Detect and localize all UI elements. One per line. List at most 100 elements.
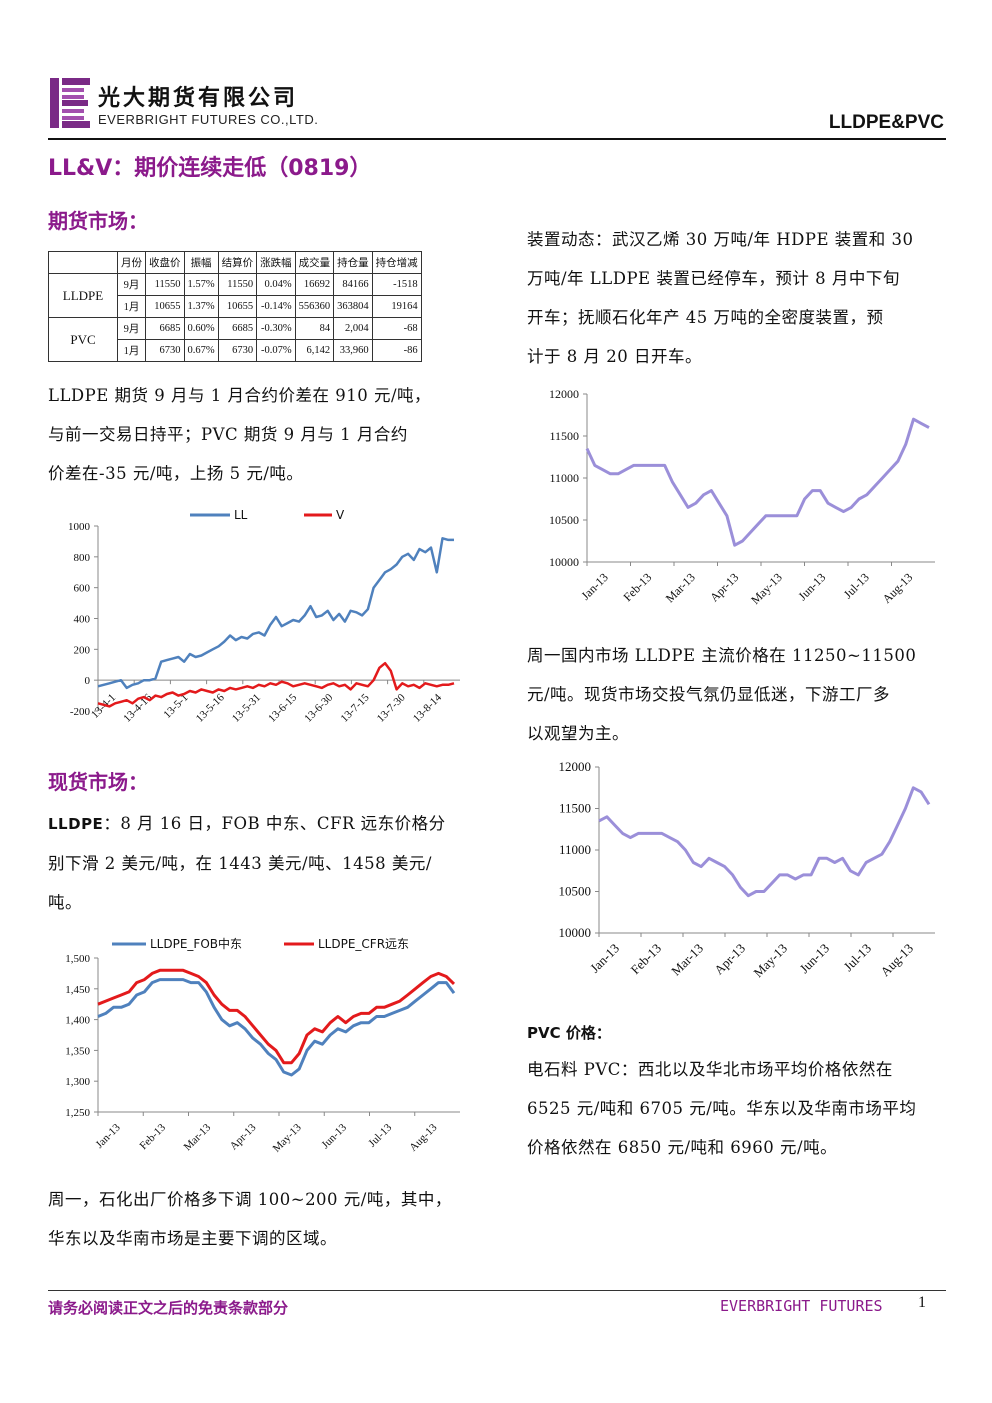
- legend-label: LLDPE_CFR远东: [318, 937, 409, 951]
- y-tick-label: 0: [85, 675, 91, 687]
- futures-table: 月份 收盘价 振幅 结算价 涨跌幅 成交量 持仓量 持仓增减 LLDPE 9月 11550 1.57%…: [48, 251, 422, 362]
- spread-line: 与前一交易日持平；PVC 期货 9 月与 1 月合约: [48, 425, 408, 444]
- y-tick-label: 1,300: [65, 1076, 90, 1088]
- x-tick-label: 13-7-30: [375, 691, 408, 724]
- table-cell: 6730: [217, 339, 258, 362]
- table-cell: -0.07%: [256, 339, 296, 362]
- y-tick-label: 800: [74, 552, 91, 564]
- x-tick-label: 13-5-16: [194, 691, 227, 724]
- pvc-line: 价格依然在 6850 元/吨和 6960 元/吨。: [527, 1138, 838, 1157]
- pvc-price-heading: PVC 价格：: [527, 1024, 611, 1042]
- pvc-line: 6525 元/吨和 6705 元/吨。华东以及华南市场平均: [527, 1099, 917, 1118]
- product-cell: PVC: [48, 317, 118, 362]
- header-divider: [48, 138, 946, 140]
- x-tick-label: Aug-13: [407, 1121, 440, 1154]
- x-tick-label: 13-6-30: [302, 691, 335, 724]
- table-cell: 9月: [117, 317, 146, 340]
- table-cell: 6730: [145, 339, 185, 362]
- x-tick-label: Aug-13: [877, 941, 916, 980]
- futures-heading: 期货市场：: [48, 209, 148, 233]
- table-row: LLDPE 9月 11550 1.57% 11550 0.04% 16692 84166 -15…: [48, 273, 422, 318]
- y-tick-label: 1,500: [65, 953, 90, 965]
- table-row: 1月 6730 0.67% 6730 -0.07% 6,142 33,960 -86: [49, 339, 422, 362]
- device-line: 装置动态：武汉乙烯 30 万吨/年 HDPE 装置和 30: [527, 230, 914, 249]
- x-tick-label: Jul-13: [841, 941, 875, 975]
- x-tick-label: Mar-13: [182, 1121, 214, 1153]
- x-tick-label: Feb-13: [137, 1121, 168, 1152]
- table-cell: 0.04%: [256, 273, 296, 296]
- spread-line: 价差在-35 元/吨，上扬 5 元/吨。: [48, 464, 304, 483]
- spot-after-paragraph: 周一，石化出厂价格多下调 100~200 元/吨，其中， 华东以及华南市场是主要…: [48, 1180, 488, 1258]
- market-line: 元/吨。现货市场交投气氛仍显低迷，下游工厂多: [527, 685, 891, 704]
- market-line: 周一国内市场 LLDPE 主流价格在 11250~11500: [527, 646, 917, 665]
- x-tick-label: Jan-13: [94, 1121, 124, 1151]
- spread-paragraph: LLDPE 期货 9 月与 1 月合约价差在 910 元/吨， 与前一交易日持平…: [48, 376, 478, 493]
- market-line: 以观望为主。: [527, 724, 629, 743]
- table-header-cell: 结算价: [217, 251, 258, 274]
- x-tick-label: Mar-13: [668, 941, 706, 979]
- y-tick-label: 10000: [559, 925, 592, 940]
- table-cell: -68: [371, 317, 422, 340]
- document-tag: LLDPE&PVC: [828, 112, 944, 133]
- x-tick-label: 13-4-16: [121, 691, 154, 724]
- table-cell: 1月: [117, 339, 146, 362]
- table-cell: 9月: [117, 273, 146, 296]
- table-cell: 1.37%: [183, 295, 219, 318]
- x-tick-label: Jul-13: [366, 1121, 394, 1149]
- table-cell: 84166: [333, 273, 373, 296]
- y-tick-label: 10500: [559, 884, 592, 899]
- spot-heading: 现货市场：: [48, 770, 148, 794]
- table-header-cell: 收盘价: [145, 251, 185, 274]
- y-tick-label: 600: [74, 583, 91, 595]
- y-tick-label: 400: [74, 614, 91, 626]
- series-line-1: [585, 417, 930, 547]
- y-tick-label: 1,350: [65, 1045, 90, 1057]
- x-tick-label: Apr-13: [711, 941, 748, 978]
- table-row: 1月 10655 1.37% 10655 -0.14% 556360 363804 19164: [49, 295, 422, 318]
- y-tick-label: -200: [70, 706, 91, 718]
- table-cell: 556360: [294, 295, 335, 318]
- spot-after-line: 周一，石化出厂价格多下调 100~200 元/吨，其中，: [48, 1190, 452, 1209]
- y-tick-label: 1,250: [65, 1107, 90, 1119]
- y-tick-label: 11500: [559, 801, 591, 816]
- table-cell: 2,004: [333, 317, 373, 340]
- pvc-paragraph: 电石料 PVC：西北以及华北市场平均价格依然在 6525 元/吨和 6705 元…: [527, 1050, 947, 1167]
- x-tick-label: 13-8-14: [411, 691, 444, 724]
- spot-line: 别下滑 2 美元/吨，在 1443 美元/吨、1458 美元/: [48, 854, 432, 873]
- page-number: 1: [918, 1294, 926, 1311]
- table-cell: 11550: [217, 273, 258, 296]
- y-tick-label: 11000: [559, 842, 591, 857]
- table-cell: -86: [371, 339, 422, 362]
- disclaimer-link[interactable]: 请务必阅读正文之后的免责条款部分: [48, 1299, 289, 1317]
- table-cell: -0.14%: [256, 295, 296, 318]
- footer-divider: [48, 1290, 946, 1291]
- x-tick-label: Jan-13: [587, 941, 622, 976]
- pvc-line: 电石料 PVC：西北以及华北市场平均价格依然在: [527, 1060, 893, 1079]
- legend-label: LLDPE_FOB中东: [150, 936, 242, 951]
- pvc-domestic-chart: 10000 10500 11000 11500 12000 Jan-13 Feb-13 Mar…: [527, 755, 947, 1000]
- y-tick-label: 12000: [559, 759, 592, 774]
- legend-label: LL: [234, 508, 248, 522]
- y-tick-label: 1000: [68, 521, 91, 533]
- table-header-cell: 振幅: [183, 251, 219, 274]
- y-tick-label: 10500: [549, 513, 579, 527]
- x-tick-label: 13-6-15: [266, 691, 299, 724]
- page-title: LL&V：期价连续走低（0819）: [48, 156, 372, 181]
- x-tick-label: 13-7-15: [339, 691, 372, 724]
- device-line: 开车；抚顺石化年产 45 万吨的全密度装置，预: [527, 308, 884, 327]
- spot-after-line: 华东以及华南市场是主要下调的区域。: [48, 1229, 337, 1248]
- table-cell: 84: [294, 317, 335, 340]
- company-logo-icon: [50, 78, 92, 128]
- x-tick-label: 13-5-31: [230, 692, 263, 725]
- x-tick-label: Apr-13: [228, 1121, 259, 1152]
- table-cell: 1月: [117, 295, 146, 318]
- company-name-en: EVERBRIGHT FUTURES CO.,LTD.: [98, 112, 319, 127]
- table-cell: 19164: [371, 295, 422, 318]
- table-cell: 16692: [294, 273, 335, 296]
- spot-line: 吨。: [48, 893, 82, 912]
- x-tick-label: Apr-13: [707, 570, 741, 604]
- y-tick-label: 1,450: [65, 984, 90, 996]
- table-cell: 6,142: [294, 339, 335, 362]
- spot-line: LLDPE：8 月 16 日，FOB 中东、CFR 远东价格分: [48, 804, 478, 844]
- device-line: 万吨/年 LLDPE 装置已经停车，预计 8 月中下旬: [527, 269, 900, 288]
